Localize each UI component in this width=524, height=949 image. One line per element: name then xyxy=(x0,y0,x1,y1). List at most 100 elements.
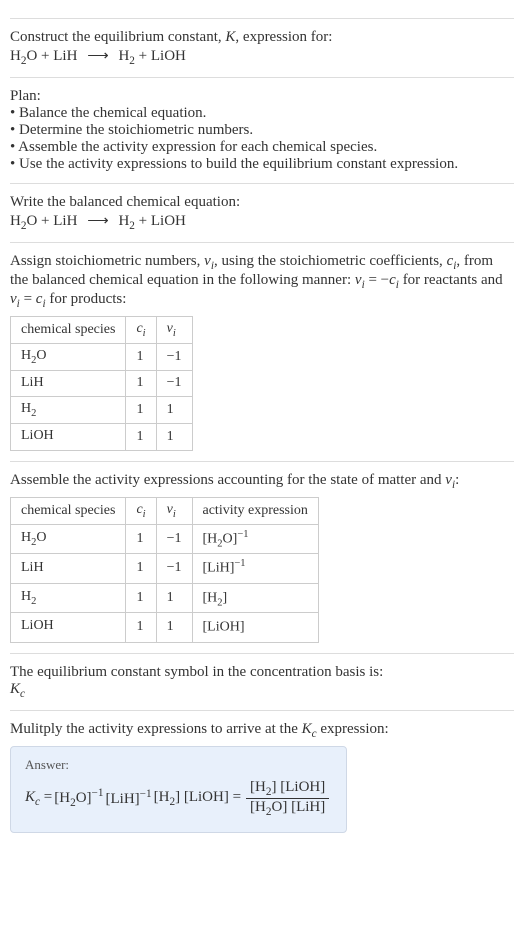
term-1: [H2O]−1 xyxy=(54,787,103,809)
cell-v: 1 xyxy=(156,424,192,451)
text: Assemble the activity expressions accoun… xyxy=(10,472,445,488)
c-sub: i xyxy=(143,509,146,520)
n: ] [LiOH] xyxy=(272,779,326,795)
t: [LiH] xyxy=(106,791,140,807)
cell-species: LiH xyxy=(11,370,126,397)
stoich-text: Assign stoichiometric numbers, νi, using… xyxy=(10,253,514,310)
fraction: [H2] [LiOH] [H2O] [LiH] xyxy=(246,779,329,818)
cell-activity: [LiH]−1 xyxy=(192,554,318,583)
stoich-section: Assign stoichiometric numbers, νi, using… xyxy=(10,242,514,451)
plan-heading: Plan: xyxy=(10,88,514,105)
sp: LiH xyxy=(21,375,44,390)
sp-sub: 2 xyxy=(31,408,36,419)
activity-table: chemical species ci νi activity expressi… xyxy=(10,497,319,643)
cell-c: 1 xyxy=(126,424,156,451)
sp: LiH xyxy=(21,560,44,575)
cell-v: 1 xyxy=(156,397,192,424)
activity-text: Assemble the activity expressions accoun… xyxy=(10,472,514,491)
cell-species: H2O xyxy=(11,524,126,553)
ae: ] xyxy=(223,590,228,605)
cell-species: H2 xyxy=(11,583,126,612)
symbol-section: The equilibrium constant symbol in the c… xyxy=(10,653,514,700)
t-sup: −1 xyxy=(140,788,152,800)
eq-sign: = xyxy=(40,789,52,805)
plan-bullet-2: • Determine the stoichiometric numbers. xyxy=(10,122,514,139)
sp: H xyxy=(21,348,31,363)
equation-1: H2O + LiH ⟶ H2 + LiOH xyxy=(10,46,514,67)
cell-species: LiOH xyxy=(11,613,126,642)
eq-part: H xyxy=(118,213,129,229)
cell-v: 1 xyxy=(156,583,192,612)
text: : xyxy=(455,472,459,488)
text: for products: xyxy=(46,291,127,307)
c-sub: i xyxy=(143,328,146,339)
nu-sub: i xyxy=(173,509,176,520)
term-2: [LiH]−1 xyxy=(106,788,152,808)
k-var: K xyxy=(225,29,235,45)
text: for reactants and xyxy=(399,272,503,288)
cell-c: 1 xyxy=(126,613,156,642)
col-nui: νi xyxy=(156,497,192,524)
kc-symbol: Kc xyxy=(10,681,514,700)
table-row: LiOH11[LiOH] xyxy=(11,613,319,642)
nu-sub: i xyxy=(173,328,176,339)
nu-var: ν xyxy=(204,253,211,269)
sp: LiOH xyxy=(21,428,54,443)
ae: [H xyxy=(203,531,218,546)
text: expression: xyxy=(317,721,389,737)
text: Mulitply the activity expressions to arr… xyxy=(10,721,302,737)
col-activity: activity expression xyxy=(192,497,318,524)
sp: H xyxy=(21,401,31,416)
prompt-line: Construct the equilibrium constant, K, e… xyxy=(10,29,514,46)
cell-c: 1 xyxy=(126,397,156,424)
numerator: [H2] [LiOH] xyxy=(246,779,329,799)
ae: [LiOH] xyxy=(203,620,245,635)
table-row: H211[H2] xyxy=(11,583,319,612)
sp-sub: 2 xyxy=(31,596,36,607)
balanced-eq-section: Write the balanced chemical equation: H2… xyxy=(10,183,514,232)
ae: [H xyxy=(203,590,218,605)
eq-part: O + LiH xyxy=(26,48,77,64)
cell-v: −1 xyxy=(156,370,192,397)
multiply-text: Mulitply the activity expressions to arr… xyxy=(10,721,514,740)
expr: ν xyxy=(355,272,362,288)
table-row: H2O1−1 xyxy=(11,343,193,370)
ae-sup: −1 xyxy=(237,529,248,540)
eq-part: + LiOH xyxy=(135,213,186,229)
sp: H xyxy=(21,589,31,604)
eq-part: O + LiH xyxy=(26,213,77,229)
t-sup: −1 xyxy=(92,787,104,799)
cell-c: 1 xyxy=(126,370,156,397)
col-ci: ci xyxy=(126,497,156,524)
cell-activity: [H2O]−1 xyxy=(192,524,318,553)
equation-2: H2O + LiH ⟶ H2 + LiOH xyxy=(10,211,514,232)
cell-activity: [H2] xyxy=(192,583,318,612)
d: O] [LiH] xyxy=(272,799,326,815)
k-var: K xyxy=(10,681,20,697)
cell-c: 1 xyxy=(126,583,156,612)
kc-lhs: Kc = xyxy=(25,789,52,808)
expr: = xyxy=(20,291,36,307)
col-species: chemical species xyxy=(11,317,126,344)
col-species: chemical species xyxy=(11,497,126,524)
table-header-row: chemical species ci νi xyxy=(11,317,193,344)
plan-bullet-3: • Assemble the activity expression for e… xyxy=(10,139,514,156)
eq-part: + LiOH xyxy=(135,48,186,64)
expr: ν xyxy=(10,291,17,307)
d: [H xyxy=(250,799,266,815)
activity-section: Assemble the activity expressions accoun… xyxy=(10,461,514,643)
table-row: H2 11 xyxy=(11,397,193,424)
prompt-text-1: Construct the equilibrium constant, xyxy=(10,29,225,45)
cell-v: 1 xyxy=(156,613,192,642)
plan-bullet-4: • Use the activity expressions to build … xyxy=(10,156,514,173)
table-row: LiH 1−1 xyxy=(11,370,193,397)
eq-part: H xyxy=(10,48,21,64)
expr: = − xyxy=(365,272,389,288)
kc-expression: Kc = [H2O]−1 [LiH]−1 [H2] [LiOH] = [H2] … xyxy=(25,779,332,818)
plan-section: Plan: • Balance the chemical equation. •… xyxy=(10,77,514,173)
table-row: H2O1 −1[H2O]−1 xyxy=(11,524,319,553)
col-ci: ci xyxy=(126,317,156,344)
cell-c: 1 xyxy=(126,554,156,583)
cell-c: 1 xyxy=(126,524,156,553)
k-sub: c xyxy=(20,688,25,700)
